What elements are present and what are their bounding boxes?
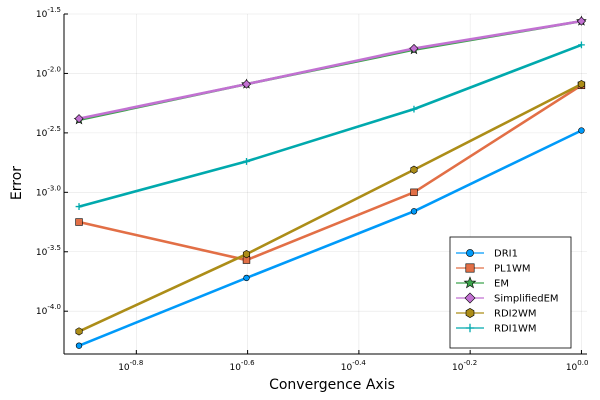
data-point (409, 43, 419, 53)
y-tick-label: 10-2.0 (36, 65, 61, 79)
legend-item: SimplifiedEM (456, 292, 559, 305)
data-point (243, 274, 250, 282)
series-line (78, 19, 582, 120)
y-tick-label: 10-1.5 (36, 6, 61, 20)
y-tick-label: 10-2.5 (36, 125, 61, 139)
series-line (78, 129, 583, 347)
series-layer (73, 15, 587, 349)
legend-label: EM (494, 279, 509, 290)
data-point (242, 250, 251, 259)
series-line (78, 82, 583, 333)
x-tick-label: 100.0 (566, 359, 589, 373)
legend-label: RDI1WM (494, 324, 536, 335)
data-point (241, 79, 251, 89)
plot-frame (63, 14, 587, 355)
legend-item: EM (456, 276, 509, 290)
series-simplifiedem (74, 16, 586, 124)
legend-swatch-marker (465, 263, 475, 273)
series-rdi1wm (75, 41, 585, 210)
data-point (75, 218, 83, 226)
legend-label: DRI1 (494, 249, 518, 260)
legend-swatch-marker (465, 323, 475, 333)
data-point (578, 41, 585, 49)
data-point (75, 327, 83, 336)
data-point (578, 127, 585, 134)
data-point (410, 208, 418, 215)
legend-label: RDI2WM (494, 309, 536, 320)
series-rdi2wm (75, 80, 585, 336)
legend-item: RDI2WM (456, 308, 536, 320)
series-dri1 (75, 127, 585, 349)
x-tick-label: 10-0.2 (452, 359, 477, 373)
x-tick-label: 10-0.8 (118, 359, 143, 373)
y-tick-label: 10-3.5 (36, 244, 61, 258)
data-point (577, 80, 585, 89)
legend-label: PL1WM (494, 264, 530, 275)
data-point (75, 203, 83, 210)
y-tick-label: 10-3.0 (36, 184, 61, 198)
legend-swatch-marker (465, 308, 475, 318)
x-axis-title: Convergence Axis (269, 377, 395, 393)
data-point (410, 105, 418, 113)
legend-item: DRI1 (456, 249, 518, 260)
legend-item: RDI1WM (456, 324, 536, 335)
x-ticks: 10-0.8 10-0.6 10-0.4 10-0.2 100.0 (118, 350, 588, 373)
x-tick-label: 10-0.6 (229, 359, 255, 373)
data-point (576, 16, 586, 26)
legend-swatch-marker (464, 292, 476, 304)
data-point (410, 165, 418, 174)
y-tick-label: 10-4.0 (36, 303, 61, 317)
legend-swatch-marker (463, 276, 477, 289)
series-line (78, 43, 582, 208)
y-ticks: 10-4.0 10-3.5 10-3.0 10-2.5 10-2.0 10-1.5 (36, 6, 68, 317)
x-tick-label: 10-0.4 (341, 359, 367, 373)
legend-label: SimplifiedEM (494, 294, 559, 305)
legend: DRI1 PL1WM EM SimplifiedEM RDI2WM RDI1WM (449, 236, 572, 349)
data-point (75, 342, 83, 349)
grid (64, 13, 587, 354)
y-axis-title: Error (9, 166, 25, 200)
series-line (78, 84, 583, 262)
data-point (410, 188, 418, 197)
legend-item: PL1WM (456, 263, 530, 275)
data-point (74, 114, 84, 124)
data-point (243, 158, 250, 165)
legend-swatch-marker (466, 249, 474, 257)
